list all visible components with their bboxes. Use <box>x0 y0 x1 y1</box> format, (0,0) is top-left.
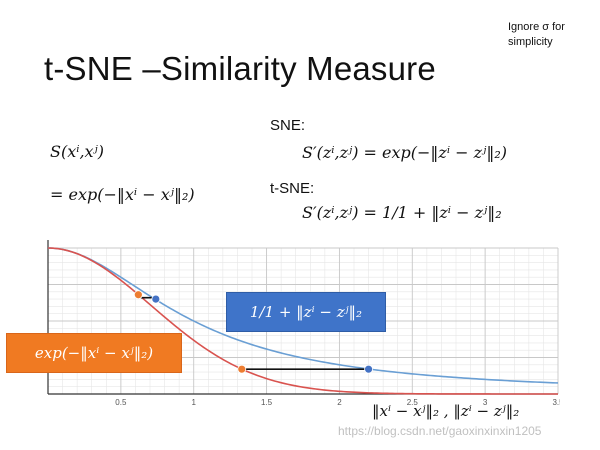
data-point <box>133 290 143 300</box>
data-point <box>237 364 247 374</box>
sne-label: SNE: <box>270 117 306 134</box>
tsne-callout-box: 1/1 + ‖zⁱ − zʲ‖₂ <box>226 292 386 332</box>
data-point <box>151 294 161 304</box>
x-tick-label: 3.5 <box>552 398 560 407</box>
series-line <box>47 247 558 395</box>
page-title: t-SNE –Similarity Measure <box>44 50 436 87</box>
tsne-callout-text: 1/1 + ‖zⁱ − zʲ‖₂ <box>249 303 363 321</box>
chart-ticks: 0.5 1 1.5 2 2.5 3 3.5 <box>115 398 560 407</box>
simplicity-note: Ignore σ for simplicity <box>508 20 588 50</box>
data-point <box>364 364 373 374</box>
chart-curves <box>47 247 559 395</box>
x-tick-label: 0.5 <box>115 398 127 407</box>
x-tick-label: 3 <box>483 398 488 407</box>
similarity-chart: 0.5 1 1.5 2 2.5 3 3.5 <box>47 240 560 407</box>
tsne-label: t-SNE: <box>270 180 315 197</box>
similarity-formula-line1: S(xⁱ,xʲ) <box>50 142 105 161</box>
x-tick-label: 2 <box>337 398 342 407</box>
sne-formula: S′(zⁱ,zʲ) = exp(−‖zⁱ − zʲ‖₂) <box>302 143 507 162</box>
sne-callout-box: exp(−‖xⁱ − xʲ‖₂) <box>6 333 182 373</box>
note-line-2: simplicity <box>508 36 553 48</box>
sne-callout-text: exp(−‖xⁱ − xʲ‖₂) <box>34 344 154 362</box>
tsne-formula: S′(zⁱ,zʲ) = 1/1 + ‖zⁱ − zʲ‖₂ <box>302 203 502 222</box>
x-tick-label: 1.5 <box>261 398 273 407</box>
series-line <box>47 247 559 384</box>
x-tick-label: 2.5 <box>407 398 419 407</box>
similarity-formula-line2: = exp(−‖xⁱ − xʲ‖₂) <box>50 185 195 204</box>
x-axis-label: ‖xⁱ − xʲ‖₂ , ‖zⁱ − zʲ‖₂ <box>372 402 520 420</box>
chart-markers <box>133 290 373 374</box>
note-line-1: Ignore σ for <box>508 21 565 33</box>
watermark: https://blog.csdn.net/gaoxinxinxin1205 <box>338 424 542 438</box>
x-tick-label: 1 <box>191 398 196 407</box>
